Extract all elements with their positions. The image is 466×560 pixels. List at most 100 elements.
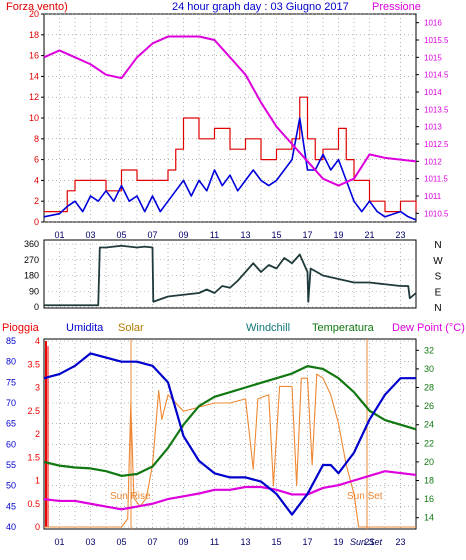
humidity-y-tick-label: 50 <box>6 481 16 491</box>
temp-x-tick-label: 15 <box>271 537 281 547</box>
temp-x-tick-label: 19 <box>333 537 343 547</box>
humidity-y-tick-label: 60 <box>6 439 16 449</box>
rain-y-tick-label: 1.5 <box>27 452 40 462</box>
pressure-y-tick-label: 1013 <box>424 123 442 132</box>
chart-title: 24 hour graph day : 03 Giugno 2017 <box>172 1 349 13</box>
temp-x-tick-label: 09 <box>178 537 188 547</box>
wind-x-tick-label: 21 <box>364 230 374 240</box>
temp-x-tick-label: 01 <box>54 537 64 547</box>
solar-series <box>44 373 416 528</box>
direction-y-tick-label: 270 <box>24 255 39 265</box>
wind-x-tick-label: 17 <box>302 230 312 240</box>
legend-solar: Solar <box>118 322 144 334</box>
sunrise-label: Sun Rise <box>110 491 151 502</box>
direction-y-tick-label: 0 <box>34 302 39 312</box>
humidity-y-tick-label: 85 <box>6 336 16 346</box>
wind-gust-series <box>43 117 417 221</box>
rain-y-tick-label: 3 <box>35 383 40 393</box>
pressure-y-tick-label: 1016 <box>424 19 442 28</box>
rain-y-tick-label: 0 <box>35 522 40 532</box>
legend-rain: Pioggia <box>2 322 40 334</box>
temp-x-tick-label: 05 <box>116 537 126 547</box>
wind-x-tick-label: 19 <box>333 230 343 240</box>
temp-y-tick-label: 28 <box>424 383 434 393</box>
wind-y-tick-label: 8 <box>34 134 39 144</box>
wind-y-tick-label: 4 <box>34 175 39 185</box>
temp-x-tick-label: 13 <box>240 537 250 547</box>
temp-x-tick-label: 17 <box>302 537 312 547</box>
temp-y-tick-label: 14 <box>424 513 434 523</box>
humidity-y-tick-label: 70 <box>6 398 16 408</box>
temp-y-tick-label: 20 <box>424 457 434 467</box>
compass-label: W <box>433 256 443 267</box>
tick-layer: 024681012141618201010.510111011.51012101… <box>6 9 449 547</box>
pressure-y-tick-label: 1011 <box>424 192 442 201</box>
wind-x-tick-label: 23 <box>395 230 405 240</box>
temp-y-tick-label: 22 <box>424 438 434 448</box>
dewpoint-series <box>43 470 417 511</box>
temp-x-tick-label: 07 <box>147 537 157 547</box>
temp-y-tick-label: 16 <box>424 494 434 504</box>
rain-y-tick-label: 0.5 <box>27 499 40 509</box>
wind-x-tick-label: 15 <box>271 230 281 240</box>
wind-x-tick-label: 03 <box>85 230 95 240</box>
wind-y-tick-label: 18 <box>29 30 39 40</box>
humidity-y-tick-label: 55 <box>6 460 16 470</box>
temp-x-tick-label: 11 <box>210 537 219 547</box>
compass-label: N <box>434 240 441 251</box>
temp-y-tick-label: 30 <box>424 364 434 374</box>
wind-y-tick-label: 0 <box>34 217 39 227</box>
direction-y-tick-label: 360 <box>24 239 39 249</box>
humidity-y-tick-label: 80 <box>6 357 16 367</box>
pressure-y-tick-label: 1012 <box>424 157 442 166</box>
wind-axis-label: Forza vento) <box>6 1 68 13</box>
wind-x-tick-label: 09 <box>178 230 188 240</box>
wind-x-tick-label: 11 <box>210 230 219 240</box>
legend-temperature: Temperatura <box>312 322 375 334</box>
wind-y-tick-label: 6 <box>34 155 39 165</box>
wind-direction-series <box>44 244 417 307</box>
temp-x-tick-label: 03 <box>85 537 95 547</box>
sunset-axis-label: Sun Set <box>350 537 383 547</box>
rain-y-tick-label: 2.5 <box>27 406 40 416</box>
pressure-y-tick-label: 1015 <box>424 53 442 62</box>
temp-y-tick-label: 24 <box>424 420 434 430</box>
wind-y-tick-label: 14 <box>29 71 39 81</box>
temperature-series <box>43 365 417 477</box>
legend-humidity: Umidita <box>66 322 104 334</box>
sunset-label: Sun Set <box>347 491 383 502</box>
temp-y-tick-label: 18 <box>424 476 434 486</box>
pressure-y-tick-label: 1015.5 <box>424 36 449 45</box>
humidity-y-tick-label: 45 <box>6 501 16 511</box>
pressure-y-tick-label: 1011.5 <box>424 175 448 184</box>
pressure-y-tick-label: 1014.5 <box>424 71 449 80</box>
wind-x-tick-label: 05 <box>116 230 126 240</box>
humidity-y-tick-label: 75 <box>6 377 16 387</box>
compass-label: N <box>434 303 441 314</box>
wind-y-tick-label: 20 <box>29 9 39 19</box>
pressure-series <box>43 35 417 187</box>
pressure-y-tick-label: 1012.5 <box>424 140 449 149</box>
legend-dewpoint: Dew Point (°C) <box>392 322 465 334</box>
temp-y-tick-label: 32 <box>424 345 434 355</box>
temp-x-tick-label: 21 <box>364 537 374 547</box>
pressure-y-tick-label: 1014 <box>424 88 442 97</box>
rain-y-tick-label: 2 <box>35 429 40 439</box>
wind-x-tick-label: 01 <box>54 230 64 240</box>
compass-label: S <box>435 272 442 283</box>
rain-y-tick-label: 3.5 <box>27 359 40 369</box>
pressure-y-tick-label: 1010.5 <box>424 209 449 218</box>
temp-y-tick-label: 26 <box>424 401 434 411</box>
temp-x-tick-label: 23 <box>395 537 405 547</box>
pressure-y-tick-label: 1013.5 <box>424 105 449 114</box>
wind-y-tick-label: 2 <box>34 196 39 206</box>
pressure-axis-label: Pressione <box>372 1 421 13</box>
direction-y-tick-label: 180 <box>24 271 39 281</box>
humidity-y-tick-label: 65 <box>6 419 16 429</box>
wind-x-tick-label: 13 <box>240 230 250 240</box>
wind-y-tick-label: 10 <box>29 113 39 123</box>
humidity-y-tick-label: 40 <box>6 522 16 532</box>
wind-y-tick-label: 16 <box>29 51 39 61</box>
